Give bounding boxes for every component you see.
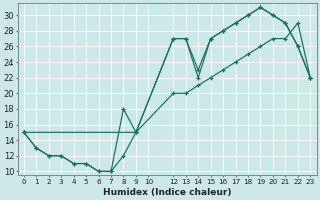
X-axis label: Humidex (Indice chaleur): Humidex (Indice chaleur) [103,188,231,197]
